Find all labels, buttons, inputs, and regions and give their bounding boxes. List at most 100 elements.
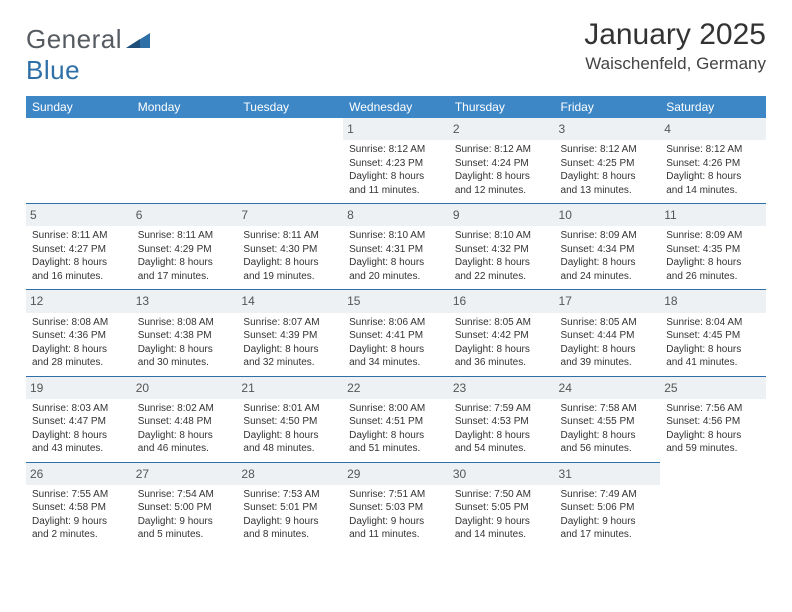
calendar-table: SundayMondayTuesdayWednesdayThursdayFrid… — [26, 96, 766, 548]
cell-line: Sunrise: 8:12 AM — [561, 143, 655, 157]
header: GeneralBlue January 2025 Waischenfeld, G… — [26, 18, 766, 86]
calendar-cell: 25Sunrise: 7:56 AMSunset: 4:56 PMDayligh… — [660, 376, 766, 462]
cell-line: Sunset: 4:39 PM — [243, 329, 337, 343]
cell-line: Sunrise: 8:03 AM — [32, 402, 126, 416]
calendar-row: 19Sunrise: 8:03 AMSunset: 4:47 PMDayligh… — [26, 376, 766, 462]
cell-line: Sunset: 4:24 PM — [455, 157, 549, 171]
cell-line: Sunset: 4:58 PM — [32, 501, 126, 515]
cell-line: Daylight: 8 hours and 24 minutes. — [561, 256, 655, 283]
cell-line: Daylight: 8 hours and 26 minutes. — [666, 256, 760, 283]
calendar-cell: 7Sunrise: 8:11 AMSunset: 4:30 PMDaylight… — [237, 204, 343, 290]
cell-line: Sunset: 4:32 PM — [455, 243, 549, 257]
cell-line: Sunset: 4:50 PM — [243, 415, 337, 429]
cell-line: Sunrise: 8:10 AM — [455, 229, 549, 243]
day-number: 2 — [449, 118, 555, 140]
calendar-cell: 17Sunrise: 8:05 AMSunset: 4:44 PMDayligh… — [555, 290, 661, 376]
cell-line: Daylight: 8 hours and 11 minutes. — [349, 170, 443, 197]
day-number: 14 — [237, 290, 343, 312]
calendar-cell: 31Sunrise: 7:49 AMSunset: 5:06 PMDayligh… — [555, 462, 661, 548]
day-number: 7 — [237, 204, 343, 226]
cell-line: Sunset: 4:27 PM — [32, 243, 126, 257]
cell-line: Sunrise: 8:08 AM — [138, 316, 232, 330]
calendar-cell: 14 Sunrise: 8:07 AMSunset: 4:39 PMDayligh… — [237, 290, 343, 376]
cell-line: Sunset: 4:51 PM — [349, 415, 443, 429]
cell-line: Daylight: 8 hours and 46 minutes. — [138, 429, 232, 456]
cell-line: Sunrise: 8:02 AM — [138, 402, 232, 416]
cell-line: Daylight: 8 hours and 48 minutes. — [243, 429, 337, 456]
cell-line: Sunrise: 8:12 AM — [349, 143, 443, 157]
cell-line: Sunrise: 8:07 AM — [243, 316, 337, 330]
day-number: 4 — [660, 118, 766, 140]
logo-word-a: General — [26, 24, 122, 54]
cell-line: Sunrise: 8:01 AM — [243, 402, 337, 416]
cell-line: Sunset: 4:53 PM — [455, 415, 549, 429]
cell-line: Sunset: 4:29 PM — [138, 243, 232, 257]
cell-line: Sunrise: 7:55 AM — [32, 488, 126, 502]
cell-line: Sunrise: 8:11 AM — [243, 229, 337, 243]
cell-line: Daylight: 8 hours and 32 minutes. — [243, 343, 337, 370]
cell-line: Sunrise: 7:59 AM — [455, 402, 549, 416]
day-number: 6 — [132, 204, 238, 226]
cell-line: Sunset: 4:36 PM — [32, 329, 126, 343]
calendar-head: SundayMondayTuesdayWednesdayThursdayFrid… — [26, 96, 766, 118]
cell-line: Sunset: 4:55 PM — [561, 415, 655, 429]
cell-line: Sunrise: 8:06 AM — [349, 316, 443, 330]
cell-line: Sunrise: 8:11 AM — [32, 229, 126, 243]
cell-line: Sunset: 4:44 PM — [561, 329, 655, 343]
calendar-cell: 4Sunrise: 8:12 AMSunset: 4:26 PMDaylight… — [660, 118, 766, 204]
cell-line: Sunrise: 7:56 AM — [666, 402, 760, 416]
calendar-cell: 16Sunrise: 8:05 AMSunset: 4:42 PMDayligh… — [449, 290, 555, 376]
cell-line: Sunset: 4:45 PM — [666, 329, 760, 343]
cell-line: Daylight: 8 hours and 28 minutes. — [32, 343, 126, 370]
calendar-cell: 29Sunrise: 7:51 AMSunset: 5:03 PMDayligh… — [343, 462, 449, 548]
cell-line: Sunset: 5:05 PM — [455, 501, 549, 515]
day-number: 16 — [449, 290, 555, 312]
cell-line: Daylight: 9 hours and 14 minutes. — [455, 515, 549, 542]
day-number: 29 — [343, 463, 449, 485]
calendar-cell: 15Sunrise: 8:06 AMSunset: 4:41 PMDayligh… — [343, 290, 449, 376]
cell-line: Sunset: 4:38 PM — [138, 329, 232, 343]
day-header: Sunday — [26, 96, 132, 118]
calendar-cell: 9Sunrise: 8:10 AMSunset: 4:32 PMDaylight… — [449, 204, 555, 290]
cell-line: Daylight: 8 hours and 54 minutes. — [455, 429, 549, 456]
cell-line: Daylight: 8 hours and 17 minutes. — [138, 256, 232, 283]
calendar-cell: 8Sunrise: 8:10 AMSunset: 4:31 PMDaylight… — [343, 204, 449, 290]
cell-line: Sunset: 4:35 PM — [666, 243, 760, 257]
cell-line: Daylight: 8 hours and 13 minutes. — [561, 170, 655, 197]
calendar-cell: 18Sunrise: 8:04 AMSunset: 4:45 PMDayligh… — [660, 290, 766, 376]
location-label: Waischenfeld, Germany — [584, 54, 766, 74]
day-number: 10 — [555, 204, 661, 226]
day-header: Wednesday — [343, 96, 449, 118]
logo-mark-icon — [126, 30, 150, 48]
cell-line: Sunset: 4:23 PM — [349, 157, 443, 171]
cell-line: Sunrise: 8:04 AM — [666, 316, 760, 330]
cell-line: Daylight: 8 hours and 34 minutes. — [349, 343, 443, 370]
calendar-cell: 10Sunrise: 8:09 AMSunset: 4:34 PMDayligh… — [555, 204, 661, 290]
cell-line: Sunset: 4:48 PM — [138, 415, 232, 429]
cell-line: Sunset: 4:47 PM — [32, 415, 126, 429]
cell-line: Daylight: 8 hours and 19 minutes. — [243, 256, 337, 283]
cell-line: Sunset: 4:26 PM — [666, 157, 760, 171]
cell-line: Daylight: 8 hours and 16 minutes. — [32, 256, 126, 283]
cell-line: Daylight: 8 hours and 39 minutes. — [561, 343, 655, 370]
cell-line: Sunrise: 7:53 AM — [243, 488, 337, 502]
cell-line: Sunset: 4:34 PM — [561, 243, 655, 257]
day-number: 3 — [555, 118, 661, 140]
day-header: Friday — [555, 96, 661, 118]
cell-line: Daylight: 8 hours and 30 minutes. — [138, 343, 232, 370]
day-number: 27 — [132, 463, 238, 485]
cell-line: Daylight: 8 hours and 41 minutes. — [666, 343, 760, 370]
cell-line: Sunset: 4:31 PM — [349, 243, 443, 257]
calendar-cell: 20Sunrise: 8:02 AMSunset: 4:48 PMDayligh… — [132, 376, 238, 462]
calendar-cell: 28Sunrise: 7:53 AMSunset: 5:01 PMDayligh… — [237, 462, 343, 548]
cell-line: Sunrise: 7:54 AM — [138, 488, 232, 502]
day-number: 26 — [26, 463, 132, 485]
logo: GeneralBlue — [26, 24, 150, 86]
calendar-cell: 24Sunrise: 7:58 AMSunset: 4:55 PMDayligh… — [555, 376, 661, 462]
cell-line: Daylight: 9 hours and 17 minutes. — [561, 515, 655, 542]
day-number: 13 — [132, 290, 238, 312]
calendar-row: 26 Sunrise: 7:55 AMSunset: 4:58 PM Dayligh… — [26, 462, 766, 548]
cell-line: Sunset: 5:00 PM — [138, 501, 232, 515]
cell-line: Sunset: 4:56 PM — [666, 415, 760, 429]
cell-line: Sunrise: 7:50 AM — [455, 488, 549, 502]
